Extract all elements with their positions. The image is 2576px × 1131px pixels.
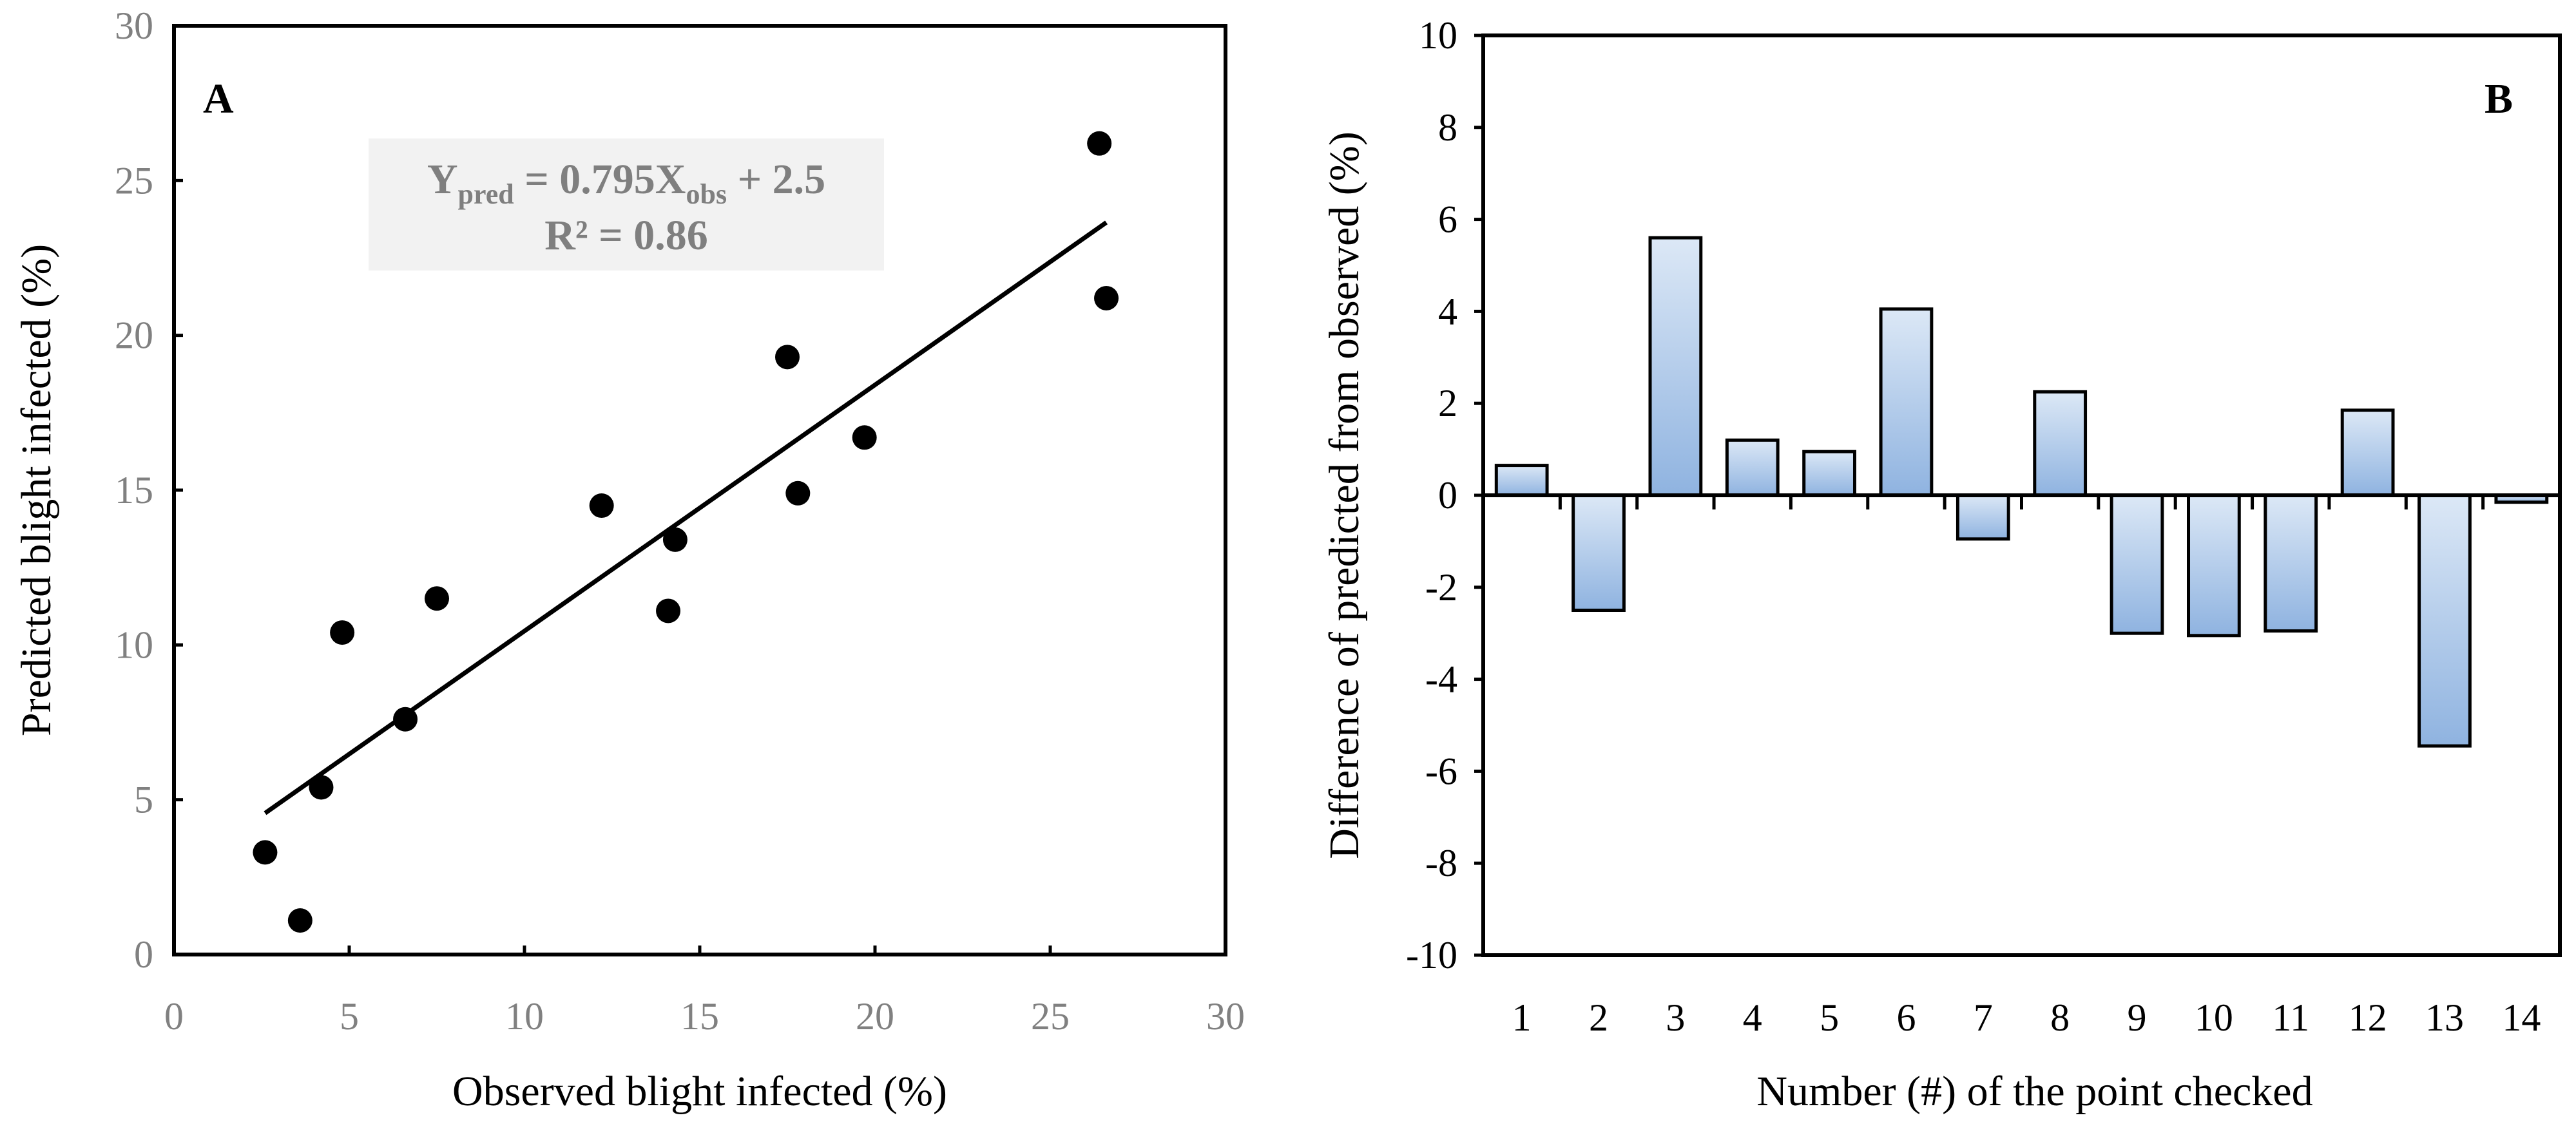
y-tick-label-b: -8: [1425, 842, 1457, 884]
y-tick-label-b: -2: [1425, 566, 1457, 609]
x-tick-label-a: 0: [164, 995, 184, 1038]
category-label: 1: [1512, 996, 1532, 1039]
equation-end: + 2.5: [727, 156, 825, 203]
bar-1: [1494, 464, 1549, 497]
panel-label-b: B: [2485, 75, 2513, 122]
x-tick-label-a: 20: [856, 995, 894, 1038]
x-axis-title-a: Observed blight infected (%): [452, 1068, 947, 1115]
category-label: 10: [2195, 996, 2233, 1039]
x-tick-label-a: 10: [505, 995, 544, 1038]
y-tick-label-a: 5: [134, 779, 153, 821]
y-tick-label-b: 4: [1438, 290, 1457, 332]
data-point: [393, 707, 418, 732]
y-axis-title-b: Difference of predicted from observed (%…: [1321, 131, 1368, 859]
y-tick-label-a: 0: [134, 933, 153, 976]
bar-6: [1879, 307, 1934, 497]
x-tick-label-a: 15: [680, 995, 719, 1038]
bar-9: [2110, 493, 2164, 635]
equation-x-subscript: obs: [686, 178, 727, 210]
category-label: 7: [1974, 996, 1993, 1039]
x-tick-label-a: 5: [340, 995, 359, 1038]
data-point: [852, 425, 877, 450]
data-point: [775, 345, 800, 370]
data-point: [1087, 131, 1112, 156]
y-tick-label-b: -4: [1425, 658, 1457, 701]
data-point: [287, 908, 312, 933]
x-axis-title-b: Number (#) of the point checked: [1756, 1068, 2312, 1115]
bar-4: [1725, 438, 1780, 497]
y-tick-label-b: 10: [1419, 14, 1457, 57]
y-tick-label-a: 15: [115, 469, 153, 511]
y-tick-label-b: 0: [1438, 474, 1457, 517]
y-tick-label-b: -6: [1425, 750, 1457, 792]
category-label: 3: [1666, 996, 1685, 1039]
data-point: [785, 480, 811, 506]
y-tick-label-a: 10: [115, 623, 153, 666]
bar-5: [1802, 450, 1856, 497]
y-tick-label-a: 30: [115, 5, 153, 47]
bar-11: [2264, 493, 2318, 633]
regression-equation: Ypred = 0.795Xobs + 2.5: [427, 156, 825, 210]
bar-2: [1572, 493, 1626, 612]
category-label: 4: [1743, 996, 1762, 1039]
bar-7: [1956, 493, 2010, 541]
y-tick-label-b: 2: [1438, 382, 1457, 424]
y-tick-label-b: -10: [1406, 934, 1457, 976]
data-point: [1094, 285, 1119, 310]
bar-3: [1648, 236, 1703, 497]
data-point: [589, 493, 614, 518]
bar-12: [2340, 408, 2395, 497]
y-tick-label-b: 6: [1438, 198, 1457, 241]
y-tick-label-a: 20: [115, 314, 153, 357]
equation-middle: = 0.795X: [514, 156, 686, 203]
category-label: 6: [1896, 996, 1916, 1039]
category-label: 9: [2128, 996, 2147, 1039]
category-label: 11: [2272, 996, 2309, 1039]
category-label: 13: [2425, 996, 2464, 1039]
equation-box: [369, 138, 884, 271]
y-tick-label-b: 8: [1438, 106, 1457, 149]
data-point: [656, 598, 681, 623]
data-point: [309, 775, 334, 800]
bar-10: [2187, 493, 2241, 638]
r-squared: R² = 0.86: [544, 212, 708, 259]
scatter-panel-a: 0 5 10 15 20 25 30 0 5 10 15 20 25 30 A Ypred = 0.79…: [13, 5, 1245, 1115]
data-point: [330, 620, 355, 645]
equation-y-subscript: pred: [457, 178, 514, 210]
x-tick-label-a: 30: [1206, 995, 1245, 1038]
category-label: 8: [2050, 996, 2070, 1039]
y-axis-title-a: Predicted blight infected (%): [13, 244, 60, 736]
panel-label-a: A: [203, 75, 234, 122]
data-point: [662, 527, 687, 552]
bar-13: [2417, 493, 2472, 748]
bar-8: [2033, 390, 2088, 497]
category-label: 5: [1820, 996, 1839, 1039]
x-tick-label-a: 25: [1031, 995, 1070, 1038]
category-label: 12: [2349, 996, 2387, 1039]
data-point: [425, 586, 449, 611]
category-label: 2: [1589, 996, 1608, 1039]
category-label: 14: [2502, 996, 2541, 1039]
y-tick-label-a: 25: [115, 159, 153, 202]
equation-y: Y: [427, 156, 458, 203]
data-point: [253, 840, 278, 865]
